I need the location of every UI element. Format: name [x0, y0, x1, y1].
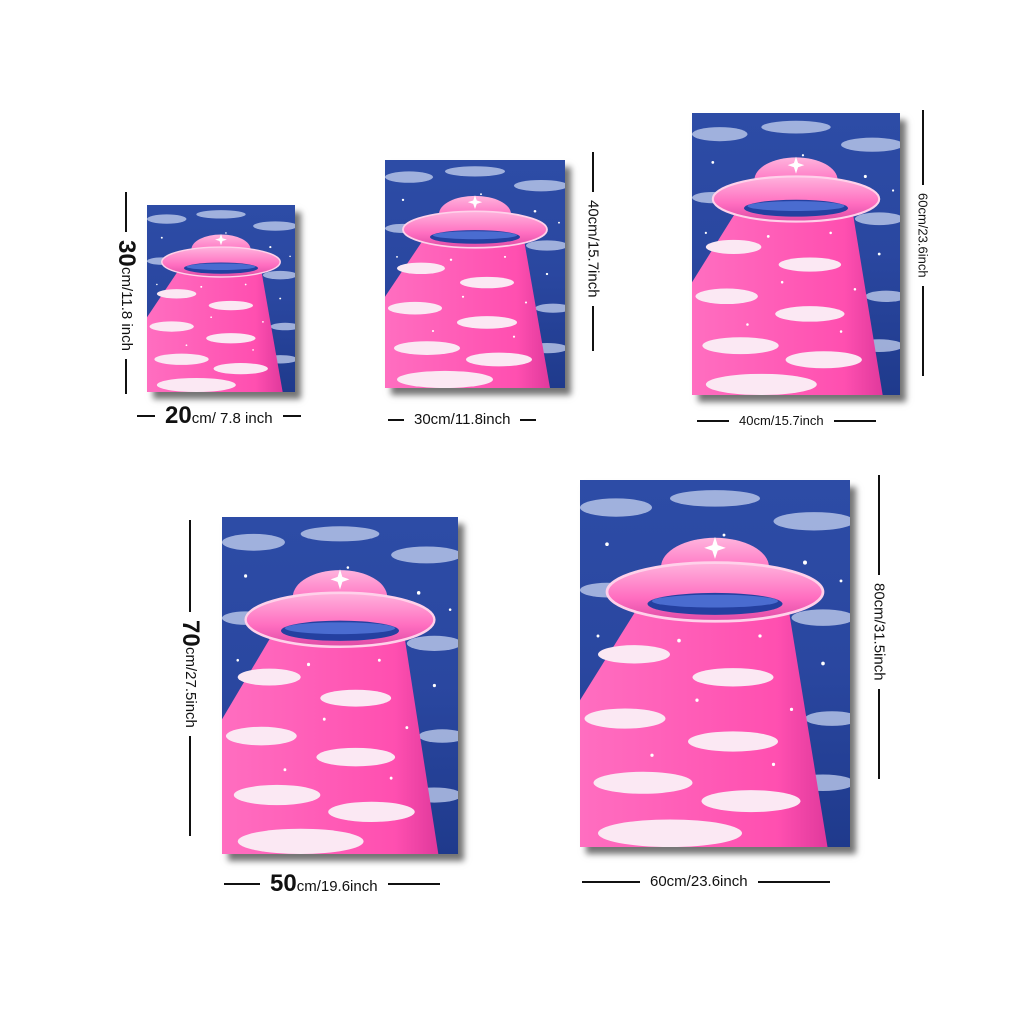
height-label-p1: 30 cm/11.8 inch — [112, 192, 140, 407]
width-label-p1: 20 cm/ 7.8 inch — [137, 402, 301, 430]
width-label-p4-unit: cm/19.6inch — [296, 878, 378, 895]
width-label-p2-text: 30cm/11.8inch — [414, 411, 511, 428]
height-label-p4: 70 cm/27.5inch — [175, 520, 205, 860]
height-label-p1-number: 30 — [113, 240, 140, 267]
width-label-p1-unit: cm/ 7.8 inch — [191, 410, 273, 427]
width-label-p4-number: 50 — [270, 870, 297, 897]
width-label-p3-text: 40cm/15.7inch — [739, 413, 824, 428]
ufo-artwork-icon — [385, 160, 565, 388]
ufo-artwork-icon — [222, 517, 458, 854]
height-label-p4-number: 70 — [177, 620, 204, 647]
width-label-p5: 60cm/23.6inch — [582, 873, 830, 890]
ufo-artwork-icon — [147, 205, 295, 392]
poster-50x70 — [222, 517, 458, 854]
width-label-p3: 40cm/15.7inch — [697, 413, 876, 428]
poster-60x80 — [580, 480, 850, 847]
height-label-p5-text: 80cm/31.5inch — [870, 583, 888, 681]
width-label-p1-number: 20 — [165, 402, 192, 429]
poster-small-20x30 — [147, 205, 295, 392]
height-label-p4-unit: cm/27.5inch — [182, 646, 199, 728]
ufo-artwork-icon — [580, 480, 850, 847]
height-label-p2: 40cm/15.7inch — [580, 152, 606, 387]
height-label-p5: 80cm/31.5inch — [866, 475, 892, 850]
width-label-p4: 50 cm/19.6inch — [224, 870, 440, 898]
height-label-p3-text: 60cm/23.6inch — [915, 193, 931, 278]
width-label-p2: 30cm/11.8inch — [388, 411, 537, 428]
ufo-artwork-icon — [692, 113, 900, 395]
poster-30x40 — [385, 160, 565, 388]
height-label-p3: 60cm/23.6inch — [910, 110, 936, 395]
height-label-p1-unit: cm/11.8 inch — [118, 266, 135, 351]
height-label-p2-text: 40cm/15.7inch — [584, 200, 602, 298]
width-label-p5-text: 60cm/23.6inch — [650, 873, 748, 890]
poster-40x60 — [692, 113, 900, 395]
